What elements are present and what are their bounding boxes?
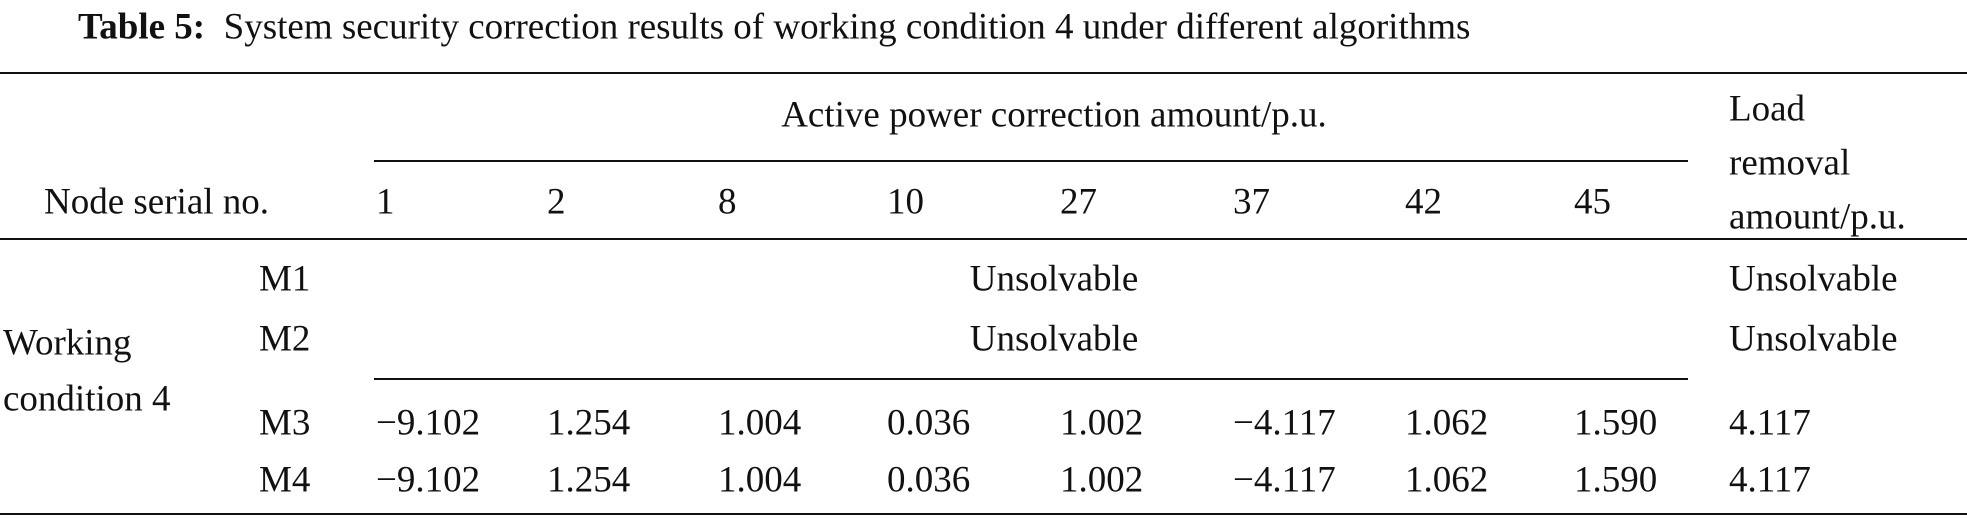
node-number: 10 (887, 181, 924, 223)
title-text: System security correction results of wo… (223, 6, 1471, 48)
value-cell: 1.062 (1405, 402, 1489, 444)
value-cell: 1.002 (1060, 402, 1144, 444)
method-label: M2 (259, 318, 311, 360)
value-cell: −4.117 (1233, 402, 1336, 444)
node-number: 1 (376, 181, 395, 223)
value-cell: 1.590 (1574, 402, 1658, 444)
node-number: 45 (1574, 181, 1611, 223)
value-cell: 1.004 (718, 459, 802, 501)
condition-label: Working (3, 322, 132, 364)
top-rule (0, 72, 1967, 74)
value-cell: −9.102 (376, 459, 481, 501)
value-cell: 1.254 (547, 459, 631, 501)
method-label: M4 (259, 459, 311, 501)
value-cell: 1.590 (1574, 459, 1658, 501)
node-number: 42 (1405, 181, 1442, 223)
value-cell: 1.002 (1060, 459, 1144, 501)
load-cell: Unsolvable (1729, 258, 1898, 300)
value-cell: 0.036 (887, 402, 971, 444)
value-cell: 0.036 (887, 459, 971, 501)
table-title: Table 5: System security correction resu… (78, 9, 1470, 46)
active-cell: Unsolvable (969, 258, 1139, 300)
node-number: 8 (718, 181, 737, 223)
value-cell: 1.254 (547, 402, 631, 444)
value-cell: −4.117 (1233, 459, 1336, 501)
node-number: 37 (1233, 181, 1270, 223)
group-rule (374, 160, 1688, 162)
load-header: amount/p.u. (1729, 196, 1906, 238)
load-header: removal (1729, 142, 1851, 184)
bottom-rule (0, 513, 1967, 515)
node-number: 2 (547, 181, 566, 223)
value-cell: −9.102 (376, 402, 481, 444)
condition-label: condition 4 (3, 378, 171, 420)
inner-rule (374, 378, 1688, 380)
method-label: M3 (259, 402, 311, 444)
active-cell: Unsolvable (969, 318, 1139, 360)
value-cell: 1.004 (718, 402, 802, 444)
node-number: 27 (1060, 181, 1097, 223)
method-label: M1 (259, 258, 311, 300)
table-label: Table 5: (78, 6, 206, 48)
node-header: Node serial no. (44, 181, 270, 223)
group-header: Active power correction amount/p.u. (781, 94, 1327, 136)
load-cell: 4.117 (1729, 402, 1811, 444)
value-cell: 1.062 (1405, 459, 1489, 501)
load-cell: Unsolvable (1729, 318, 1898, 360)
load-cell: 4.117 (1729, 459, 1811, 501)
load-header: Load (1729, 88, 1806, 130)
header-rule (0, 238, 1967, 240)
